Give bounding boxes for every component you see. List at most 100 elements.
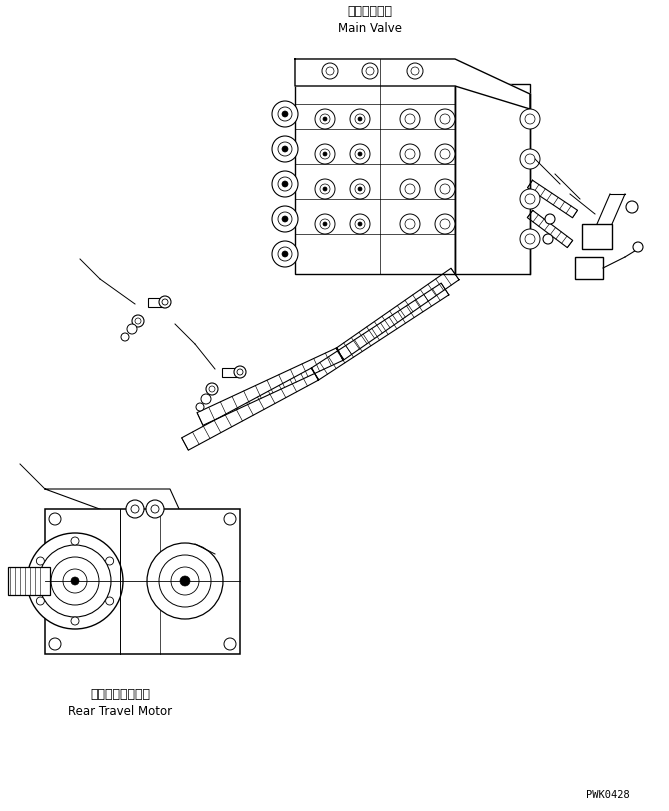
Circle shape	[282, 182, 288, 188]
Circle shape	[543, 234, 553, 245]
Circle shape	[362, 64, 378, 80]
Polygon shape	[182, 368, 318, 451]
Circle shape	[71, 538, 79, 545]
Circle shape	[106, 597, 114, 605]
Circle shape	[315, 145, 335, 165]
Circle shape	[520, 230, 540, 250]
Circle shape	[525, 195, 535, 204]
Circle shape	[49, 638, 61, 650]
Circle shape	[71, 577, 79, 586]
Circle shape	[180, 577, 190, 586]
Circle shape	[224, 638, 236, 650]
Circle shape	[272, 172, 298, 198]
Bar	[582, 225, 612, 250]
Circle shape	[525, 115, 535, 125]
Circle shape	[131, 505, 139, 513]
Circle shape	[151, 505, 159, 513]
Circle shape	[350, 180, 370, 200]
Circle shape	[350, 109, 370, 130]
Circle shape	[358, 152, 362, 157]
Circle shape	[132, 315, 144, 328]
Circle shape	[282, 147, 288, 152]
Circle shape	[323, 152, 327, 157]
Circle shape	[272, 207, 298, 233]
Circle shape	[400, 109, 420, 130]
Circle shape	[400, 180, 420, 200]
Circle shape	[320, 185, 330, 195]
Circle shape	[63, 569, 87, 594]
Circle shape	[358, 118, 362, 122]
Circle shape	[162, 299, 168, 306]
Circle shape	[435, 180, 455, 200]
Circle shape	[315, 215, 335, 234]
Circle shape	[106, 557, 114, 565]
Polygon shape	[527, 181, 577, 218]
Text: Rear Travel Motor: Rear Travel Motor	[68, 704, 172, 717]
Bar	[45, 509, 240, 654]
Circle shape	[440, 115, 450, 125]
Bar	[455, 85, 530, 275]
Circle shape	[315, 180, 335, 200]
Circle shape	[278, 212, 292, 227]
Circle shape	[326, 68, 334, 76]
Circle shape	[196, 404, 204, 411]
Circle shape	[525, 155, 535, 165]
Circle shape	[358, 188, 362, 191]
Polygon shape	[45, 489, 195, 544]
Circle shape	[278, 108, 292, 122]
Circle shape	[435, 109, 455, 130]
Circle shape	[71, 617, 79, 625]
Circle shape	[520, 190, 540, 210]
Circle shape	[435, 145, 455, 165]
Circle shape	[440, 220, 450, 230]
Circle shape	[171, 568, 199, 595]
Circle shape	[323, 188, 327, 191]
Circle shape	[435, 215, 455, 234]
Circle shape	[36, 557, 44, 565]
Circle shape	[237, 370, 243, 375]
Circle shape	[278, 143, 292, 157]
Circle shape	[545, 215, 555, 225]
Circle shape	[323, 223, 327, 227]
Bar	[575, 258, 603, 280]
Text: Main Valve: Main Valve	[338, 22, 402, 35]
Circle shape	[27, 534, 123, 629]
Text: リヤー走行モータ: リヤー走行モータ	[90, 687, 150, 700]
Circle shape	[407, 64, 423, 80]
Circle shape	[234, 367, 246, 379]
Circle shape	[39, 545, 111, 617]
Circle shape	[201, 394, 211, 405]
Polygon shape	[197, 348, 343, 426]
Circle shape	[126, 500, 144, 518]
Polygon shape	[311, 284, 449, 380]
Bar	[222, 368, 240, 378]
Circle shape	[355, 185, 365, 195]
Circle shape	[282, 217, 288, 223]
Circle shape	[272, 102, 298, 128]
Circle shape	[405, 185, 415, 195]
Circle shape	[350, 145, 370, 165]
Circle shape	[525, 234, 535, 245]
Circle shape	[127, 324, 137, 335]
Circle shape	[520, 109, 540, 130]
Circle shape	[405, 220, 415, 230]
Circle shape	[400, 215, 420, 234]
Polygon shape	[295, 60, 530, 109]
Circle shape	[209, 387, 215, 393]
Circle shape	[147, 543, 223, 620]
Text: PWK0428: PWK0428	[586, 789, 630, 799]
Circle shape	[320, 220, 330, 230]
Circle shape	[355, 115, 365, 125]
Circle shape	[633, 242, 643, 253]
Circle shape	[272, 242, 298, 268]
Circle shape	[135, 319, 141, 324]
Bar	[295, 60, 455, 275]
Circle shape	[51, 557, 99, 605]
Circle shape	[405, 115, 415, 125]
Circle shape	[278, 247, 292, 262]
Circle shape	[320, 115, 330, 125]
Circle shape	[322, 64, 338, 80]
Circle shape	[36, 597, 44, 605]
Circle shape	[440, 185, 450, 195]
Circle shape	[366, 68, 374, 76]
